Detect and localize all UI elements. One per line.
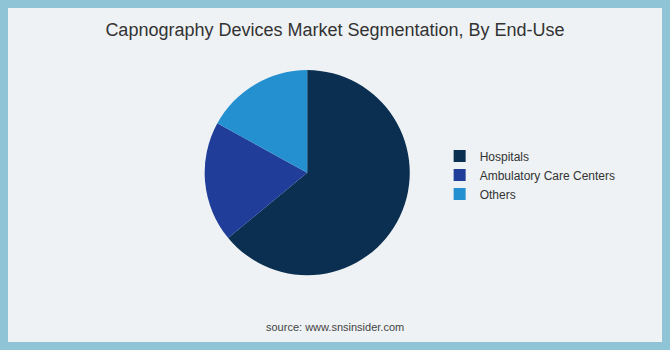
svg-text:Ambulatory Care Centers: Ambulatory Care Centers xyxy=(480,169,615,183)
svg-text:Others: Others xyxy=(480,188,516,202)
svg-text:Hospitals: Hospitals xyxy=(480,150,529,164)
svg-text:Capnography Devices Market Seg: Capnography Devices Market Segmentation,… xyxy=(105,20,564,40)
svg-text:source: www.snsinsider.com: source: www.snsinsider.com xyxy=(266,321,404,333)
